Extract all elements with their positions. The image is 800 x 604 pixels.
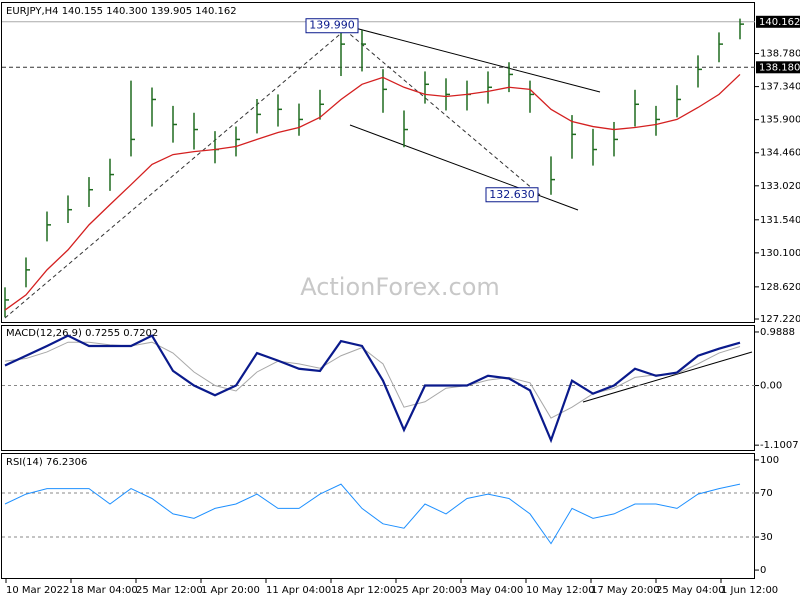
y-tick-label: 130.100 xyxy=(760,248,800,259)
rsi-header: RSI(14) 76.2306 xyxy=(6,457,87,468)
annotation-label: 132.630 xyxy=(489,188,535,201)
y-tick-label: 133.020 xyxy=(760,181,800,192)
y-tick-label: 100 xyxy=(760,455,779,466)
y-tick-label: 131.540 xyxy=(760,215,800,226)
watermark: ActionForex.com xyxy=(300,273,500,301)
macd-trend-line xyxy=(582,351,753,403)
y-tick-label: -1.1007 xyxy=(760,440,799,451)
x-tick-label: 25 Mar 12:00 xyxy=(136,585,203,596)
y-tick-label: 128.620 xyxy=(760,282,800,293)
x-tick-label: 17 May 20:00 xyxy=(591,585,660,596)
annotation-box xyxy=(305,18,359,34)
y-tick-label: 135.900 xyxy=(760,115,800,126)
macd-panel xyxy=(1,325,755,451)
level-label-box xyxy=(756,15,800,28)
level-label: 138.180 xyxy=(759,62,800,73)
level-label: 140.162 xyxy=(759,17,800,28)
line xyxy=(4,73,741,311)
trend-line xyxy=(4,29,346,319)
annotation-label: 139.990 xyxy=(309,19,355,32)
x-tick-label: 18 Mar 04:00 xyxy=(71,585,138,596)
trend-line xyxy=(344,29,541,196)
annotation-box xyxy=(485,187,539,203)
y-tick-label: 138.780 xyxy=(760,49,800,60)
x-tick-label: 25 May 04:00 xyxy=(656,585,725,596)
line xyxy=(4,334,741,444)
line xyxy=(4,483,741,545)
price-panel xyxy=(1,2,755,323)
y-tick-label: 134.460 xyxy=(760,148,800,159)
price-header: EURJPY,H4 140.155 140.300 139.905 140.16… xyxy=(6,6,237,17)
x-tick-label: 25 Apr 20:00 xyxy=(396,585,461,596)
y-tick-label: 0.00 xyxy=(760,381,782,392)
x-tick-label: 1 Jun 12:00 xyxy=(721,585,778,596)
y-tick-label: 127.220 xyxy=(760,314,800,325)
x-tick-label: 1 Apr 20:00 xyxy=(201,585,260,596)
x-tick-label: 11 Apr 04:00 xyxy=(266,585,331,596)
macd-header: MACD(12,26,9) 0.7255 0.7202 xyxy=(6,328,158,339)
level-label-box xyxy=(756,61,800,74)
channel-line xyxy=(349,124,579,211)
rsi-panel xyxy=(1,453,755,579)
y-tick-label: 137.340 xyxy=(760,82,800,93)
x-tick-label: 10 Mar 2022 xyxy=(6,585,69,596)
x-tick-label: 10 May 12:00 xyxy=(526,585,595,596)
y-tick-label: 30 xyxy=(760,532,773,543)
y-tick-label: 0 xyxy=(760,565,766,576)
y-tick-label: 70 xyxy=(760,488,773,499)
x-tick-label: 3 May 04:00 xyxy=(461,585,523,596)
y-tick-label: 0.9888 xyxy=(760,327,795,338)
channel-line xyxy=(354,27,601,93)
x-tick-label: 18 Apr 12:00 xyxy=(331,585,396,596)
